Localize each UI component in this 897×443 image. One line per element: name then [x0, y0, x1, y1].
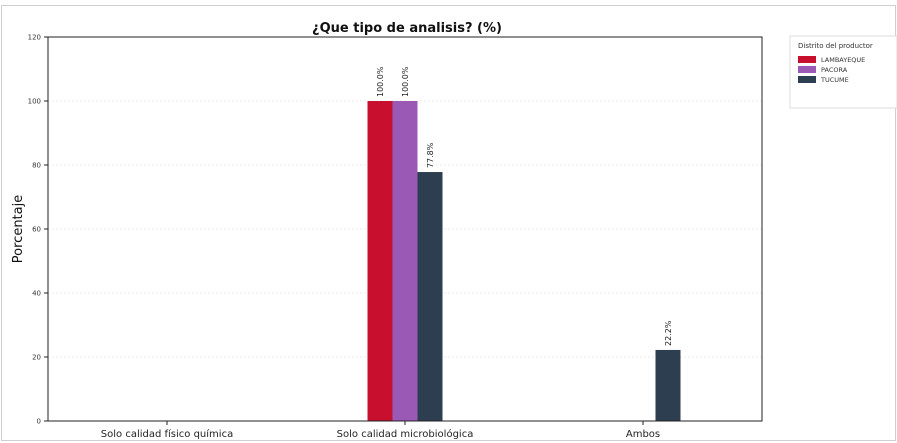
y-tick-label: 100: [28, 98, 41, 106]
bar-tucume: [655, 349, 681, 421]
plot-area: [47, 36, 763, 422]
legend-swatch-lambayeque: [798, 56, 816, 63]
y-tick-label: 80: [32, 162, 41, 170]
y-tick-label: 0: [37, 418, 41, 426]
y-tick-label: 40: [32, 290, 41, 298]
legend: Distrito del productor LAMBAYEQUE PACORA T…: [789, 35, 897, 109]
bar-tucume: [417, 172, 443, 421]
chart-title: ¿Que tipo de analisis? (%): [312, 21, 502, 36]
legend-swatch-pacora: [798, 66, 816, 73]
x-tick-label: Solo calidad físico química: [101, 428, 233, 440]
y-tick-label: 60: [32, 226, 41, 234]
y-axis-label: Porcentaje: [11, 195, 26, 263]
figure-frame: [1, 5, 896, 441]
data-label: 100.0%: [376, 66, 385, 97]
legend-label-pacora: PACORA: [821, 66, 848, 74]
legend-label-tucume: TUCUME: [820, 76, 849, 84]
data-label: 77.8%: [426, 142, 435, 168]
bars: [367, 101, 681, 421]
x-axis-ticks: Solo calidad físico química Solo calidad …: [101, 421, 660, 440]
bar-pacora: [392, 101, 418, 421]
y-tick-label: 20: [32, 354, 41, 362]
legend-title: Distrito del productor: [798, 42, 873, 50]
data-labels: 100.0% 100.0% 77.8% 22.2%: [376, 66, 673, 346]
legend-label-lambayeque: LAMBAYEQUE: [821, 56, 865, 64]
x-tick-label: Ambos: [626, 429, 660, 440]
y-tick-label: 120: [28, 34, 41, 42]
bar-lambayeque: [367, 101, 393, 421]
legend-items: LAMBAYEQUE PACORA TUCUME: [798, 56, 865, 84]
data-label: 100.0%: [401, 66, 410, 97]
y-axis-ticks: 0 20 40 60 80 100 120: [28, 34, 48, 426]
x-tick-label: Solo calidad microbiológica: [337, 428, 474, 440]
legend-swatch-tucume: [798, 76, 816, 83]
data-label: 22.2%: [664, 320, 673, 346]
